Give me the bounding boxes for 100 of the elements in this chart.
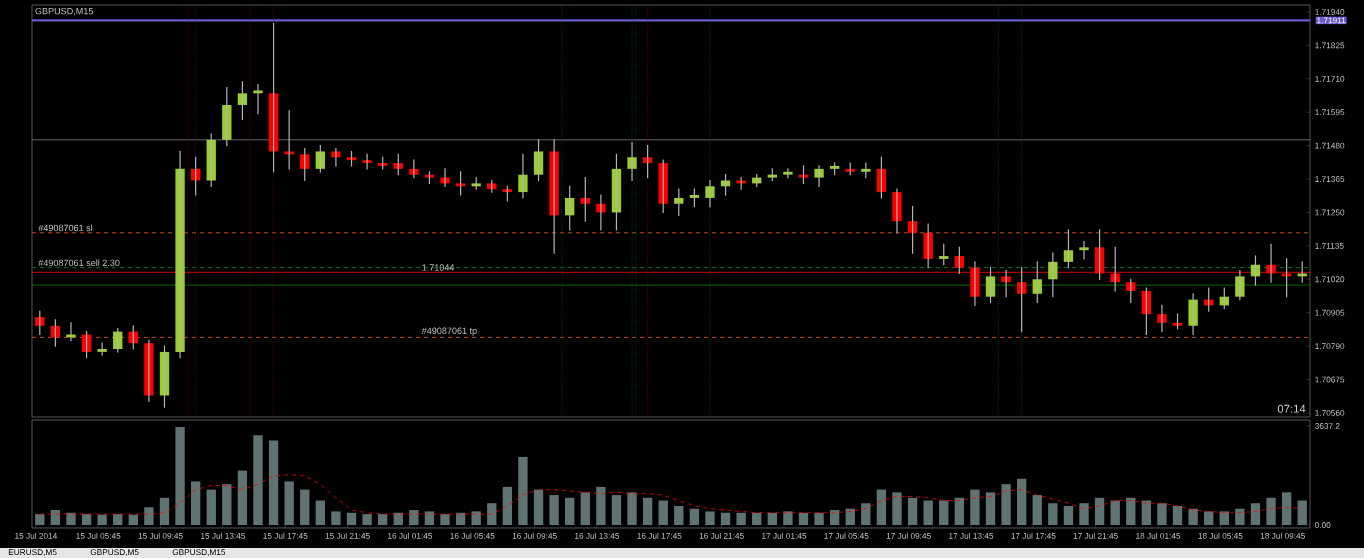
bar (253, 435, 263, 526)
bar (783, 511, 793, 526)
x-tick-label: 15 Jul 17:45 (263, 532, 308, 539)
bar (1266, 497, 1276, 526)
bar (939, 500, 949, 526)
bar (300, 489, 310, 526)
bar (767, 512, 777, 526)
bar (222, 484, 232, 526)
bar (1250, 503, 1261, 526)
bar (658, 500, 668, 526)
y-tick-label: 1.71020 (1315, 276, 1345, 283)
bar (596, 486, 606, 526)
bar (1110, 500, 1120, 526)
bar (175, 427, 185, 526)
bar (1001, 484, 1011, 526)
x-tick-label: 17 Jul 17:45 (1011, 532, 1056, 539)
ref-line-label: 1.71911 (1317, 17, 1346, 24)
bar (985, 492, 996, 526)
bar (502, 486, 513, 526)
x-tick-label: 15 Jul 09:45 (138, 532, 183, 539)
bar (549, 495, 559, 526)
bar (736, 512, 746, 526)
bar (97, 514, 107, 526)
bar (144, 507, 154, 526)
bar (627, 492, 637, 526)
bar (35, 514, 45, 526)
y-tick-label: 1.71710 (1315, 75, 1345, 82)
bar (1063, 505, 1074, 526)
text: EURUSD,M5 (8, 549, 57, 557)
bar (1188, 508, 1198, 526)
candlestick (923, 223, 933, 269)
ref-line-label: #49087061 sl (38, 224, 93, 232)
bar (923, 500, 933, 526)
text: GBPUSD,M15 (172, 549, 226, 557)
x-tick-label: 17 Jul 13:45 (949, 532, 994, 539)
y-tick-label: 0.00 (1315, 522, 1331, 528)
bar (1079, 503, 1089, 526)
x-tick-label: 18 Jul 05:45 (1198, 532, 1243, 539)
y-tick-label: 1.70790 (1315, 343, 1345, 350)
bar (66, 512, 76, 526)
x-tick-label: 16 Jul 09:45 (512, 532, 557, 539)
bar (861, 503, 871, 526)
bar (440, 514, 450, 526)
y-tick-label: 1.71250 (1315, 209, 1345, 216)
x-tick-label: 17 Jul 09:45 (886, 532, 931, 539)
x-tick-label: 17 Jul 01:45 (762, 532, 807, 539)
bar (580, 492, 590, 526)
ref-line-label: #49087061 tp (421, 327, 477, 336)
y-tick-label: 1.71135 (1315, 242, 1344, 249)
y-tick-label: 3637.2 (1315, 423, 1340, 429)
bar (829, 510, 840, 526)
bar (845, 508, 855, 526)
x-tick-label: 15 Jul 05:45 (76, 532, 121, 539)
bar (190, 481, 201, 526)
bar (720, 512, 731, 526)
bar (674, 505, 684, 526)
x-tick-label: 17 Jul 21:45 (1073, 532, 1118, 539)
bar (346, 512, 357, 526)
bar (611, 495, 622, 526)
x-tick-label: 15 Jul 13:45 (201, 532, 246, 539)
bar (1172, 505, 1183, 526)
x-tick-label: 16 Jul 13:45 (575, 532, 620, 539)
x-tick-label: 18 Jul 01:45 (1136, 532, 1181, 539)
bar (752, 512, 762, 526)
bar (907, 497, 918, 526)
bar (814, 512, 824, 526)
ref-line-label: #49087061 sell 2.30 (38, 259, 120, 267)
candlestick (284, 110, 294, 170)
bar (565, 497, 575, 526)
bar (1141, 500, 1152, 526)
x-tick-label: 18 Jul 09:45 (1260, 532, 1305, 539)
bar (954, 497, 965, 526)
y-tick-label: 1.71480 (1315, 142, 1345, 149)
bar (159, 497, 170, 526)
bar (424, 511, 435, 526)
ref-line-label: 1.71044 (422, 264, 455, 271)
bar (362, 514, 372, 526)
text: GBPUSD,M5 (90, 549, 139, 557)
bar (876, 489, 887, 526)
bar (1297, 500, 1307, 526)
y-tick-label: 1.71365 (1315, 176, 1345, 182)
x-tick-label: 16 Jul 01:45 (388, 532, 433, 539)
bar (1157, 503, 1167, 526)
bar (689, 508, 700, 526)
bar (81, 514, 92, 526)
bar (409, 510, 419, 526)
bar (331, 511, 341, 526)
bar (315, 500, 326, 526)
x-tick-label: 16 Jul 21:45 (699, 532, 744, 539)
bar (1017, 478, 1027, 526)
bar (237, 470, 248, 526)
x-tick-label: 16 Jul 05:45 (450, 532, 495, 539)
bar (1126, 497, 1136, 526)
bar (518, 456, 528, 526)
x-tick-label: 15 Jul 2014 (15, 532, 58, 539)
y-tick-label: 1.70905 (1315, 309, 1345, 316)
bar (206, 489, 216, 526)
bar (487, 503, 497, 526)
bar (113, 514, 123, 526)
bar (268, 440, 279, 526)
